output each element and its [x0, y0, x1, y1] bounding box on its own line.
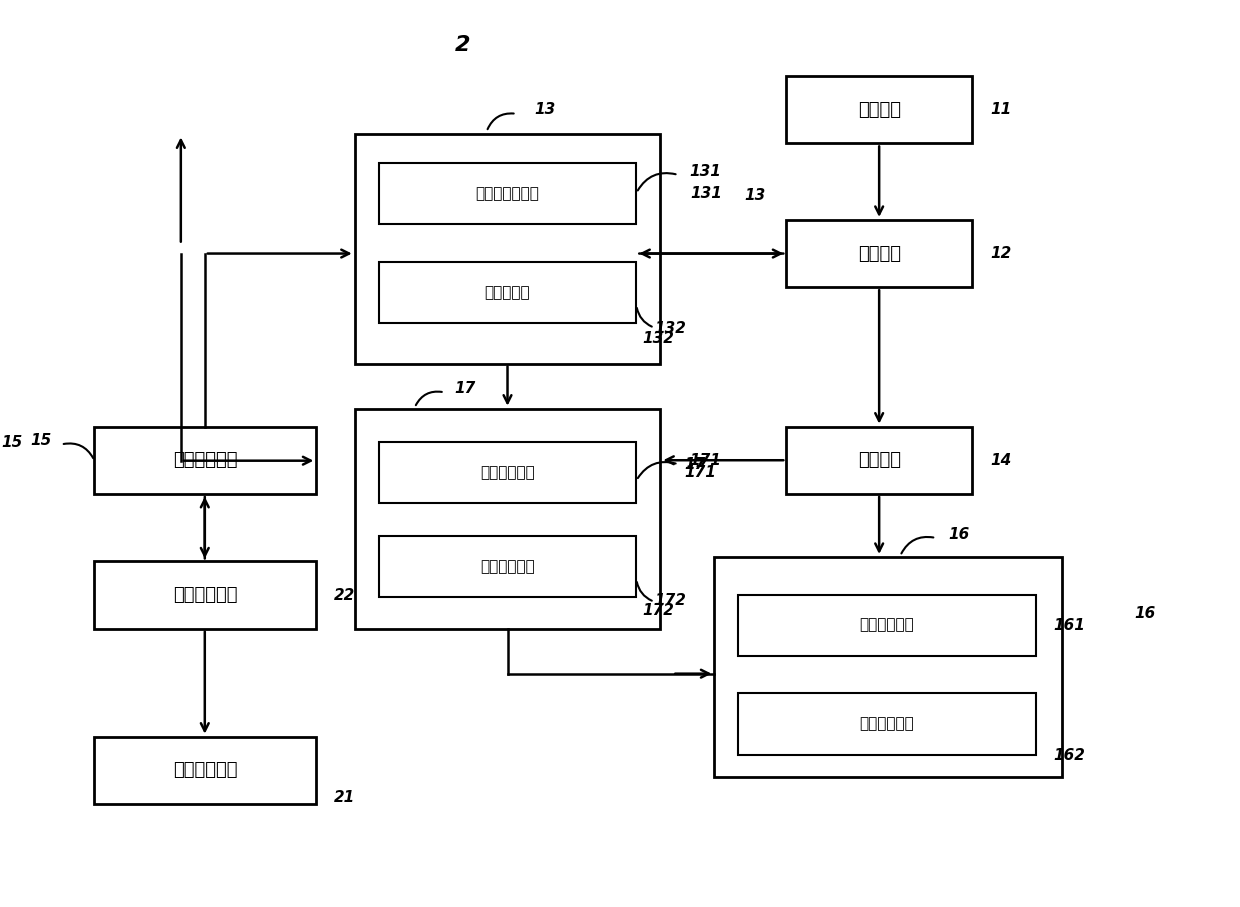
Text: 17: 17	[454, 381, 475, 396]
Bar	[714, 557, 1061, 777]
Text: 采集单元: 采集单元	[858, 101, 900, 119]
Text: 132: 132	[655, 321, 686, 336]
Text: 语音选择单元: 语音选择单元	[480, 465, 534, 480]
Text: 12: 12	[990, 246, 1012, 261]
Text: 关联数据组: 关联数据组	[485, 285, 531, 300]
Text: 172: 172	[642, 603, 675, 619]
Text: 15: 15	[1, 434, 22, 450]
Bar	[378, 262, 636, 323]
Text: 161: 161	[1054, 618, 1085, 633]
Bar	[94, 736, 316, 804]
Text: 171: 171	[684, 465, 717, 480]
Bar	[786, 76, 972, 143]
Text: 2: 2	[455, 34, 470, 54]
Text: 132: 132	[642, 331, 675, 346]
Text: 15: 15	[30, 433, 51, 447]
Text: 远程确认单元: 远程确认单元	[859, 717, 914, 732]
Text: 时间控制单元: 时间控制单元	[174, 761, 238, 779]
Bar	[786, 426, 972, 494]
Text: 识别单元: 识别单元	[858, 245, 900, 262]
Text: 13: 13	[534, 102, 556, 117]
Text: 智能学习单元: 智能学习单元	[174, 452, 238, 469]
Text: 历史访客信息组: 历史访客信息组	[476, 186, 539, 201]
Bar	[94, 426, 316, 494]
Text: 16: 16	[1133, 606, 1156, 620]
Bar	[738, 595, 1035, 656]
Bar	[378, 163, 636, 224]
Text: 172: 172	[655, 593, 686, 609]
Text: 14: 14	[990, 453, 1012, 468]
Text: 21: 21	[335, 790, 356, 805]
Bar	[378, 442, 636, 502]
Bar	[786, 219, 972, 288]
Text: 定时确认单元: 定时确认单元	[174, 586, 238, 604]
Text: 判断单元: 判断单元	[858, 452, 900, 469]
Bar	[94, 561, 316, 629]
Text: 22: 22	[335, 588, 356, 602]
Text: 16: 16	[949, 527, 970, 541]
Bar	[355, 134, 661, 364]
Text: 162: 162	[1054, 748, 1085, 763]
Text: 131: 131	[691, 186, 722, 201]
Text: 131: 131	[689, 164, 720, 179]
Text: 13: 13	[744, 188, 765, 202]
Bar	[738, 694, 1035, 755]
Bar	[378, 536, 636, 598]
Text: 图像选择单元: 图像选择单元	[480, 560, 534, 574]
Text: 17: 17	[684, 457, 706, 473]
Text: 171: 171	[689, 454, 720, 468]
Text: 近程确认单元: 近程确认单元	[859, 618, 914, 633]
Text: 11: 11	[990, 102, 1012, 117]
Bar	[355, 408, 661, 629]
